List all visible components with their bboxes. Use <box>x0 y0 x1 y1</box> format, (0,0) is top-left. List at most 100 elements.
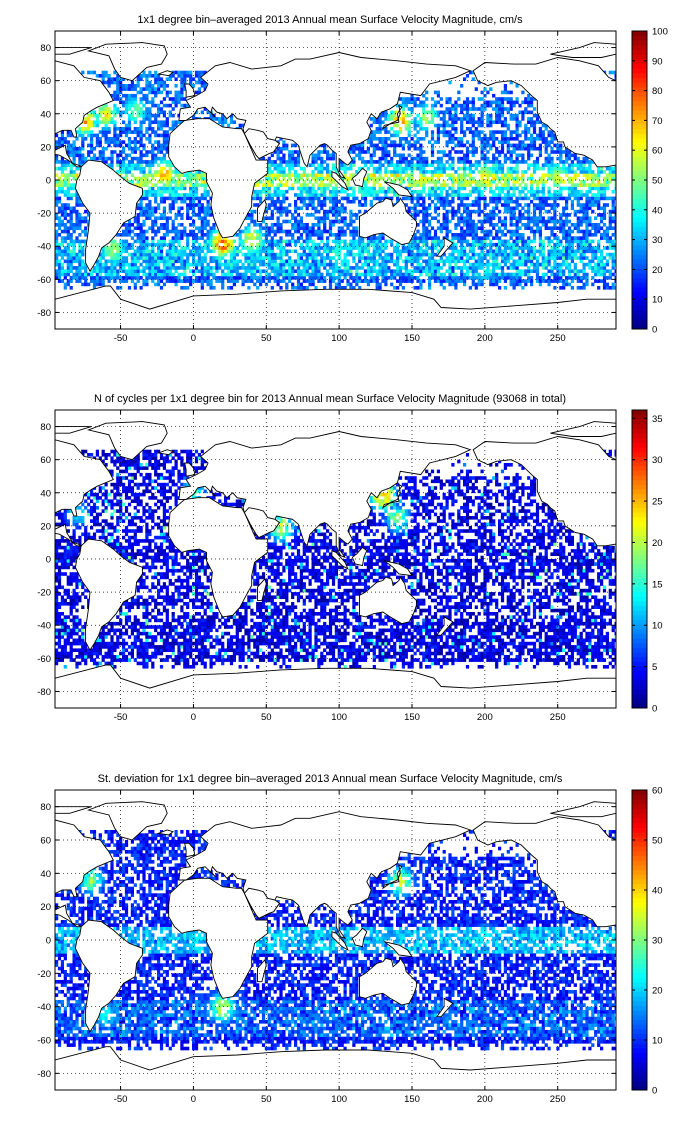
data-cell <box>614 216 616 221</box>
data-cell <box>110 156 114 161</box>
data-cell <box>78 150 82 154</box>
data-cell <box>253 249 257 254</box>
data-cell <box>212 246 216 250</box>
data-cell <box>410 183 414 187</box>
data-cell <box>413 242 417 247</box>
data-cell <box>133 166 137 171</box>
data-cell <box>343 269 347 274</box>
data-cell <box>597 189 601 194</box>
data-cell <box>486 140 490 144</box>
data-cell <box>291 153 295 158</box>
data-cell <box>200 276 204 280</box>
data-cell <box>63 223 67 227</box>
data-cell <box>378 246 382 250</box>
data-cell <box>276 246 280 250</box>
data-cell <box>101 150 105 154</box>
data-cell <box>334 186 339 191</box>
data-cell <box>567 166 572 171</box>
data-cell <box>174 269 178 274</box>
data-cell <box>328 156 333 161</box>
data-cell <box>436 150 441 154</box>
data-cell <box>250 279 254 283</box>
data-cell <box>157 143 161 148</box>
data-cell <box>509 193 513 197</box>
data-cell <box>614 226 616 231</box>
data-cell <box>442 180 446 184</box>
data-cell <box>369 279 373 283</box>
data-cell <box>261 189 266 194</box>
data-cell <box>55 216 59 221</box>
data-cell <box>495 163 499 168</box>
data-cell <box>84 282 88 287</box>
data-cell <box>203 193 207 197</box>
data-cell <box>206 269 210 274</box>
data-cell <box>212 226 216 231</box>
data-cell <box>597 170 601 174</box>
data-cell <box>197 199 202 204</box>
data-cell <box>500 166 505 171</box>
data-cell <box>463 282 467 287</box>
data-cell <box>60 269 65 274</box>
data-cell <box>565 206 569 211</box>
data-cell <box>159 286 164 290</box>
data-cell <box>611 259 615 264</box>
data-cell <box>317 242 321 247</box>
data-cell <box>256 279 260 283</box>
data-cell <box>500 242 505 247</box>
data-cell <box>550 226 554 231</box>
data-cell <box>232 249 237 254</box>
data-cell <box>460 193 464 197</box>
data-cell <box>544 160 548 164</box>
data-cell <box>570 176 575 181</box>
data-cell <box>72 176 76 181</box>
data-cell <box>142 252 146 257</box>
data-cell <box>579 206 583 211</box>
data-cell <box>535 196 540 201</box>
data-cell <box>503 203 508 207</box>
data-cell <box>267 173 271 178</box>
data-cell <box>518 282 522 287</box>
data-cell <box>556 272 560 277</box>
data-cell <box>328 196 333 201</box>
data-cell <box>282 239 286 244</box>
data-cell <box>250 272 254 277</box>
data-cell <box>206 242 210 247</box>
data-cell <box>72 249 76 254</box>
data-cell <box>130 276 135 280</box>
data-cell <box>410 160 414 164</box>
data-cell <box>75 150 79 154</box>
data-cell <box>197 203 202 207</box>
data-cell <box>582 183 586 187</box>
data-cell <box>375 189 379 194</box>
data-cell <box>197 173 202 178</box>
data-cell <box>363 176 368 181</box>
data-cell <box>314 193 318 197</box>
data-cell <box>116 252 120 257</box>
data-cell <box>387 163 391 168</box>
data-cell <box>349 276 353 280</box>
data-cell <box>532 140 537 144</box>
data-cell <box>468 223 473 227</box>
data-cell <box>614 236 616 240</box>
data-cell <box>448 186 452 191</box>
data-cell <box>553 166 557 171</box>
data-cell <box>465 146 470 151</box>
data-cell <box>547 166 551 171</box>
data-cell <box>439 246 443 250</box>
data-cell <box>326 213 330 217</box>
data-cell <box>145 196 149 201</box>
data-cell <box>524 203 528 207</box>
data-cell <box>527 166 531 171</box>
data-cell <box>492 193 496 197</box>
data-cell <box>186 279 190 283</box>
data-cell <box>302 252 306 257</box>
data-cell <box>116 256 120 260</box>
data-cell <box>422 236 426 240</box>
data-cell <box>72 153 76 158</box>
data-cell <box>244 236 248 240</box>
data-cell <box>471 276 475 280</box>
data-cell <box>547 269 551 274</box>
data-cell <box>559 153 563 158</box>
data-cell <box>512 259 516 264</box>
data-cell <box>439 256 443 260</box>
